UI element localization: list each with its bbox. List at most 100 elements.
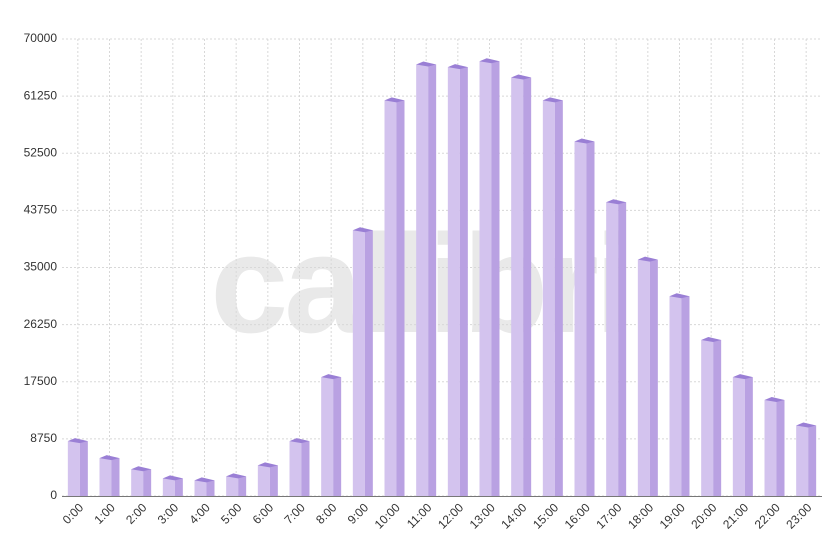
bar-cap — [321, 374, 342, 380]
bar-cap — [194, 477, 215, 483]
x-tick-label: 1:00 — [91, 500, 118, 527]
bar-cap — [764, 397, 785, 403]
x-tick-label: 21:00 — [720, 500, 751, 531]
bar-front — [162, 478, 175, 496]
x-tick-label: 18:00 — [625, 500, 656, 531]
bar-side — [523, 77, 532, 497]
x-tick-label: 20:00 — [688, 500, 719, 531]
bar-cap — [67, 438, 88, 444]
x-tick-label: 4:00 — [186, 500, 213, 527]
bar-cap — [701, 336, 722, 342]
bar-cap — [384, 97, 405, 103]
x-tick-label: 0:00 — [60, 500, 87, 527]
bar-side — [491, 61, 500, 496]
bar-side — [681, 296, 690, 496]
bar-front — [574, 141, 587, 496]
bar-cap — [796, 422, 817, 428]
bar-front — [511, 77, 524, 497]
bar-cap — [162, 475, 183, 481]
bar-side — [396, 100, 405, 497]
bar-cap — [479, 58, 500, 64]
bar-cap — [574, 138, 595, 144]
bar-side — [618, 202, 627, 496]
bar-front — [669, 296, 682, 496]
x-tick-label: 22:00 — [752, 500, 783, 531]
bar-front — [416, 64, 429, 496]
bar-front — [289, 441, 302, 496]
x-tick-label: 15:00 — [530, 500, 561, 531]
bar-cap — [257, 462, 278, 468]
x-tick-label: 23:00 — [783, 500, 814, 531]
bar-side — [744, 377, 753, 496]
bar-cap — [447, 64, 468, 70]
bar-side — [808, 425, 817, 496]
bar-front — [732, 377, 745, 496]
bar-front — [447, 67, 460, 496]
y-tick-label: 61250 — [24, 88, 58, 102]
bar-side — [554, 100, 563, 497]
y-tick-label: 26250 — [24, 317, 58, 331]
bar-front — [321, 377, 334, 496]
bar-side — [649, 259, 658, 496]
bar-front — [257, 465, 270, 496]
y-tick-label: 52500 — [24, 145, 58, 159]
x-tick-label: 17:00 — [593, 500, 624, 531]
y-tick-label: 35000 — [24, 260, 58, 274]
x-tick-label: 2:00 — [123, 500, 150, 527]
bar-side — [79, 441, 88, 496]
bar-side — [459, 67, 468, 496]
bar-front — [764, 400, 777, 496]
bar-side — [111, 458, 120, 496]
bar-side — [713, 339, 722, 496]
bar-front — [384, 100, 397, 497]
bar-cap — [226, 473, 247, 479]
y-tick-label: 0 — [50, 488, 57, 502]
bar-side — [364, 230, 373, 496]
bar-side — [333, 377, 342, 496]
bar-front — [637, 259, 650, 496]
x-tick-label: 3:00 — [155, 500, 182, 527]
bar-cap — [131, 466, 152, 472]
bar-side — [586, 141, 595, 496]
bar-front — [67, 441, 80, 496]
x-tick-label: 8:00 — [313, 500, 340, 527]
bar-front — [99, 458, 112, 496]
bar-side — [174, 478, 183, 496]
x-tick-label: 10:00 — [372, 500, 403, 531]
bar-front — [542, 100, 555, 497]
x-tick-label: 11:00 — [404, 500, 435, 531]
x-tick-label: 16:00 — [562, 500, 593, 531]
bar-front — [796, 425, 809, 496]
y-tick-label: 70000 — [24, 31, 58, 45]
bar-side — [776, 400, 785, 496]
x-tick-label: 13:00 — [467, 500, 498, 531]
bar-cap — [289, 438, 310, 444]
bar-front — [701, 339, 714, 496]
x-tick-label: 19:00 — [657, 500, 688, 531]
x-tick-label: 5:00 — [218, 500, 245, 527]
bar-side — [143, 469, 152, 496]
bar-front — [479, 61, 492, 496]
y-tick-label: 43750 — [24, 203, 58, 217]
x-tick-label: 12:00 — [435, 500, 466, 531]
bar-cap — [416, 61, 437, 67]
x-tick-label: 9:00 — [345, 500, 372, 527]
bar-front — [226, 476, 239, 496]
bar-front — [352, 230, 365, 496]
bar-cap — [732, 374, 753, 380]
bar-front — [131, 469, 144, 496]
bar-front — [194, 480, 207, 496]
bar-side — [238, 476, 247, 496]
bar-cap — [542, 97, 563, 103]
x-tick-label: 7:00 — [281, 500, 308, 527]
bar-side — [269, 465, 278, 496]
bar-cap — [511, 74, 532, 80]
bar-cap — [99, 455, 120, 461]
bar-cap — [606, 199, 627, 205]
y-tick-label: 8750 — [30, 431, 57, 445]
bar-front — [606, 202, 619, 496]
bar-cap — [637, 256, 658, 262]
x-tick-label: 6:00 — [250, 500, 277, 527]
bar-side — [428, 64, 437, 496]
